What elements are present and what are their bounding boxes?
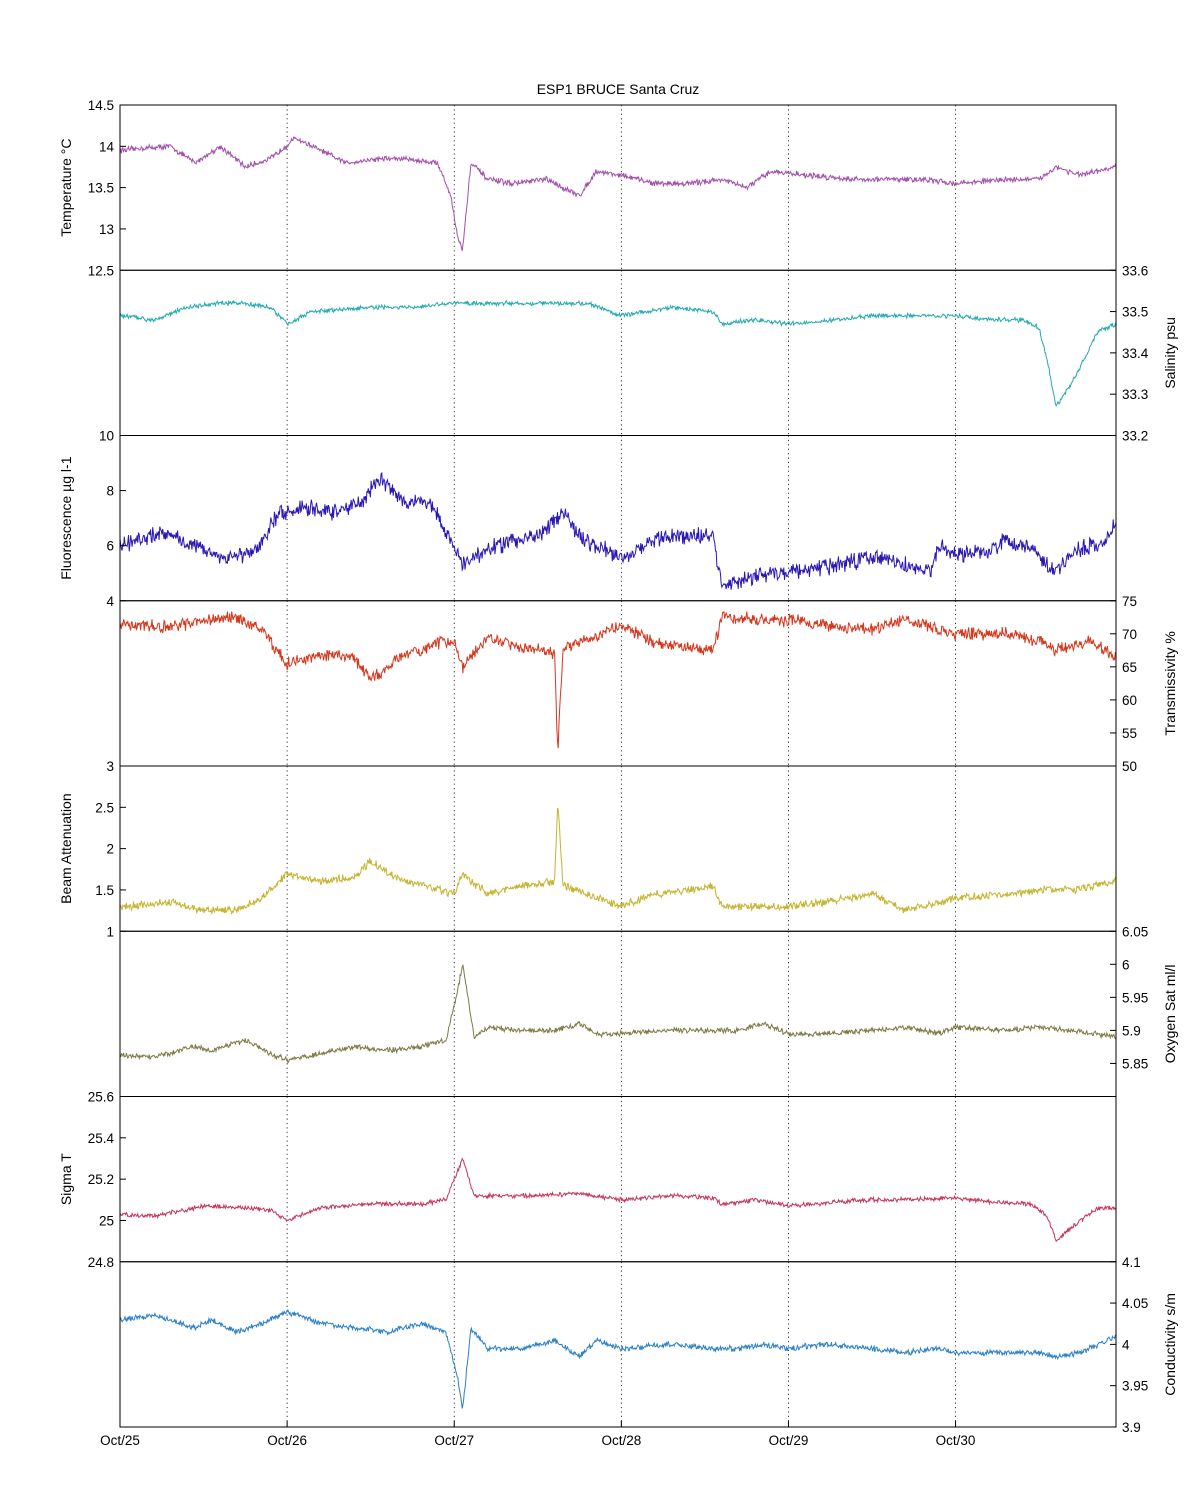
y-tick-label: 5.95 [1122,990,1148,1005]
y-tick-label: 14.5 [88,98,114,113]
x-tick-label: Oct/30 [936,1433,976,1448]
y-tick-label: 10 [99,429,114,444]
y-tick-label: 33.2 [1122,429,1148,444]
chart-title: ESP1 BRUCE Santa Cruz [537,81,700,97]
y-axis-label: Transmissivity % [1162,631,1178,736]
y-tick-label: 25.2 [88,1172,114,1187]
y-axis-label: Temperature °C [58,139,74,237]
y-tick-label: 1.5 [95,883,114,898]
y-tick-label: 5.85 [1122,1056,1148,1071]
y-tick-label: 4 [1122,1337,1130,1352]
x-tick-label: Oct/28 [601,1433,641,1448]
y-tick-label: 3.9 [1122,1420,1141,1435]
panel-8: 3.9 3.95 4 4.05 4.1 Conductivity s/m [119,1255,1178,1435]
y-tick-label: 33.4 [1122,346,1149,361]
series-line [119,1308,1117,1409]
y-tick-label: 2.5 [95,800,114,815]
y-tick-label: 1 [106,924,114,939]
y-tick-label: 4.1 [1122,1255,1141,1270]
panel-1: 13 13.5 14 14.5 12.5 Temperature °C [58,98,1117,278]
y-tick-label: 25 [99,1213,114,1228]
y-tick-label: 6.05 [1122,924,1148,939]
y-tick-label: 25.6 [88,1090,114,1105]
y-tick-label: 13 [99,222,114,237]
series-line [119,1157,1117,1243]
x-tick-label: Oct/25 [100,1433,140,1448]
y-axis-label: Oxygen Sat ml/l [1162,964,1178,1063]
y-tick-label: 12.5 [88,263,114,278]
y-tick-label: 6 [106,539,114,554]
y-tick-label: 25.4 [88,1131,115,1146]
y-axis-label: Beam Attenuation [58,793,74,904]
y-tick-label: 33.6 [1122,263,1148,278]
y-axis-label: Conductivity s/m [1162,1293,1178,1396]
y-tick-label: 4 [106,594,114,609]
x-tick-label: Oct/27 [434,1433,474,1448]
y-tick-label: 60 [1122,693,1137,708]
y-tick-label: 5.9 [1122,1023,1141,1038]
y-tick-label: 75 [1122,594,1137,609]
y-tick-label: 8 [106,484,114,499]
x-tick-label: Oct/29 [769,1433,809,1448]
y-tick-label: 33.3 [1122,387,1148,402]
panel-2: 33.3 33.4 33.5 33.6 33.2 Salinity psu [119,263,1178,444]
y-tick-label: 4.05 [1122,1296,1148,1311]
series-line [119,963,1117,1064]
series-line [119,136,1117,252]
series-line [119,807,1117,915]
x-tick-label: Oct/26 [267,1433,307,1448]
series-line [119,299,1117,407]
y-axis-label: Sigma T [58,1153,74,1205]
y-tick-label: 33.5 [1122,305,1148,320]
y-tick-label: 13.5 [88,181,114,196]
panel-5: 1 1.5 2 2.5 3 Beam Attenuation [58,759,1117,939]
y-tick-label: 2 [106,842,114,857]
series-line [119,471,1117,590]
y-tick-label: 50 [1122,759,1137,774]
y-axis-label: Salinity psu [1162,317,1178,389]
y-tick-label: 55 [1122,726,1137,741]
y-tick-label: 14 [99,139,115,154]
y-tick-label: 3.95 [1122,1379,1148,1394]
series-line [119,610,1117,749]
y-tick-label: 65 [1122,660,1137,675]
y-tick-label: 3 [106,759,114,774]
y-tick-label: 70 [1122,627,1137,642]
y-axis-label: Fluorescence µg l-1 [58,456,74,579]
y-tick-label: 6 [1122,957,1130,972]
x-axis: Oct/25 Oct/26 Oct/27 Oct/28 Oct/29 Oct/30 [100,1421,975,1448]
y-tick-label: 24.8 [88,1255,114,1270]
panel-7: 25 25.2 25.4 25.6 24.8 Sigma T [58,1090,1117,1270]
